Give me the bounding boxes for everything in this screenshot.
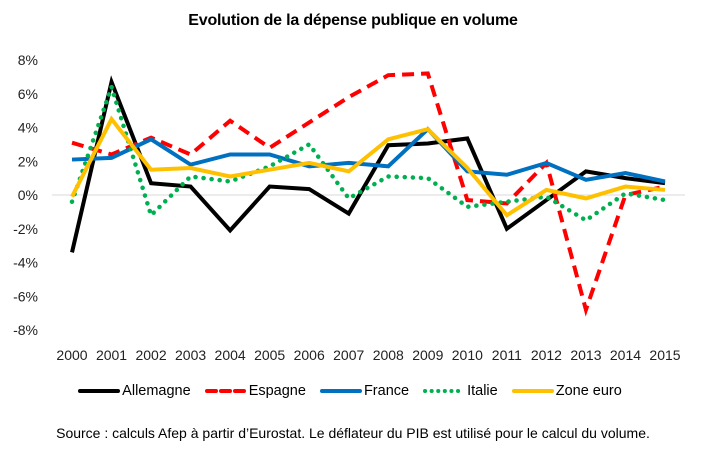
legend-item: France — [319, 383, 410, 399]
series-italie — [69, 79, 668, 223]
x-tick-label: 2009 — [412, 347, 443, 363]
x-tick-label: 2002 — [135, 347, 166, 363]
y-tick-label: 8% — [18, 52, 38, 68]
y-tick-label: 6% — [18, 86, 38, 102]
legend: Allemagne Espagne France Italie Zone euro — [0, 383, 706, 399]
x-tick-label: 2008 — [373, 347, 404, 363]
legend-item: Allemagne — [78, 383, 191, 399]
legend-label: France — [363, 383, 410, 399]
legend-swatch — [423, 389, 466, 393]
legend-item: Espagne — [204, 383, 306, 399]
x-tick-label: 2000 — [56, 347, 87, 363]
legend-swatch — [78, 389, 121, 393]
y-tick-label: 0% — [18, 187, 38, 203]
x-tick-label: 2005 — [254, 347, 285, 363]
series-line — [70, 115, 666, 218]
y-tick-label: 4% — [18, 120, 38, 136]
y-tick-label: -4% — [13, 255, 38, 271]
legend-label: Espagne — [248, 383, 306, 399]
legend-swatch — [511, 389, 554, 393]
x-tick-label: 2001 — [96, 347, 127, 363]
y-tick-label: -2% — [13, 221, 38, 237]
y-tick-label: -8% — [13, 322, 38, 338]
legend-label: Zone euro — [555, 383, 622, 399]
x-tick-label: 2012 — [531, 347, 562, 363]
series-line — [71, 71, 666, 317]
series-espagne — [71, 71, 666, 317]
x-tick-label: 2011 — [492, 347, 522, 363]
legend-swatch — [319, 389, 362, 393]
series-line — [70, 75, 666, 253]
legend-item: Italie — [423, 383, 498, 399]
x-tick-label: 2014 — [610, 347, 641, 363]
x-tick-label: 2010 — [452, 347, 483, 363]
legend-item: Zone euro — [511, 383, 622, 399]
series-zone-euro — [70, 115, 666, 218]
chart-title: Evolution de la dépense publique en volu… — [188, 12, 518, 29]
y-tick-label: -6% — [13, 288, 38, 304]
legend-label: Italie — [467, 383, 498, 399]
x-axis: 2000 2001 2002 2003 2004 2005 2006 2007 2008 2009… — [56, 347, 680, 363]
series-line — [71, 126, 666, 184]
x-tick-label: 2015 — [649, 347, 680, 363]
series-france — [71, 126, 666, 184]
series-line — [69, 79, 668, 223]
y-tick-label: 2% — [18, 153, 38, 169]
series-layer — [69, 71, 668, 317]
x-tick-label: 2004 — [215, 347, 246, 363]
source-note: Source : calculs Afep à partir d’Eurosta… — [56, 425, 650, 441]
x-tick-label: 2007 — [333, 347, 364, 363]
x-tick-label: 2006 — [294, 347, 325, 363]
x-tick-label: 2003 — [175, 347, 206, 363]
legend-swatch — [204, 389, 247, 393]
series-allemagne — [70, 75, 666, 253]
legend-label: Allemagne — [122, 383, 191, 399]
y-axis: 8% 6% 4% 2% 0% -2% -4% -6% -8% — [13, 52, 38, 338]
x-tick-label: 2013 — [570, 347, 601, 363]
